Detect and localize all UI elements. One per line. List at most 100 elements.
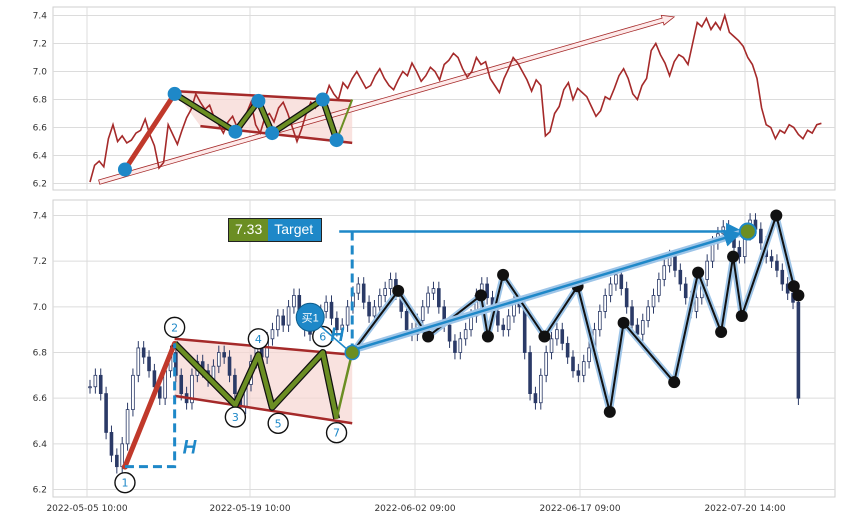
candle-body — [544, 352, 548, 376]
candle-body — [372, 306, 377, 317]
candle-y-ticks: 6.2 6.4 6.6 6.8 7.0 7.2 7.4 — [33, 212, 48, 496]
candle-body — [683, 283, 688, 299]
candle-body — [270, 329, 275, 340]
candle-body — [88, 386, 92, 389]
candle-pattern: 1 2 3 4 5 6 7 — [114, 316, 354, 494]
height-label-right: H — [330, 325, 345, 346]
zigzag-point — [792, 289, 805, 302]
candle-body — [125, 409, 130, 445]
overview-y-tick-label: 7.4 — [33, 12, 48, 22]
candle-body — [383, 288, 387, 296]
candle-y-tick-label: 7.0 — [33, 303, 48, 313]
candle-body — [678, 269, 683, 285]
candle-body — [335, 317, 339, 331]
zigzag-point — [603, 405, 616, 418]
candle-body — [345, 306, 350, 326]
candle-body — [769, 256, 774, 262]
pattern-point-marker — [114, 471, 136, 494]
candle-body — [222, 352, 226, 358]
overview-y-tick-label: 6.6 — [33, 124, 48, 134]
zigzag-point — [475, 289, 487, 302]
overview-pattern-point — [329, 133, 344, 148]
candle-body — [131, 374, 135, 410]
overview-panel: 6.2 6.4 6.6 6.8 7.0 7.2 7.4 — [33, 6, 836, 191]
candle-body — [533, 393, 538, 404]
candle-body — [565, 342, 570, 358]
pattern-point-marker — [224, 406, 247, 428]
pattern-point-label: 4 — [255, 333, 262, 346]
candle-body — [759, 228, 763, 244]
candle-body — [458, 338, 463, 353]
candle-body — [227, 356, 232, 376]
overview-pattern — [117, 86, 354, 177]
candle-body — [780, 269, 785, 285]
target-badge: 7.33 Target — [228, 218, 323, 242]
overview-y-tick-label: 7.0 — [33, 68, 48, 78]
candle-body — [276, 315, 280, 331]
candle-body — [635, 324, 640, 335]
overview-y-ticks: 6.2 6.4 6.6 6.8 7.0 7.2 7.4 — [33, 12, 48, 190]
pattern-point-label: 6 — [319, 331, 326, 344]
candle-body — [377, 295, 382, 308]
candle-body — [281, 315, 285, 326]
overview-pattern-point — [117, 162, 132, 177]
overview-pattern-point — [228, 124, 243, 139]
overview-pattern-zigzag — [173, 92, 339, 141]
pattern-point-label: 7 — [333, 427, 340, 440]
zigzag-point — [538, 330, 551, 343]
target-point-dot — [738, 222, 757, 241]
candle-body — [420, 306, 425, 321]
zigzag-point — [497, 268, 510, 281]
overview-pattern-point — [251, 93, 266, 108]
x-tick-label: 2022-05-05 10:00 — [46, 504, 127, 514]
overview-y-tick-label: 6.2 — [33, 180, 47, 190]
target-value: 7.33 — [229, 219, 269, 241]
zigzag-point — [617, 316, 630, 329]
target-diagonal-arrow — [351, 229, 742, 352]
candle-body — [630, 306, 634, 326]
candle-body — [120, 443, 125, 468]
overview-trend-arrow-shape — [98, 14, 676, 185]
candle-body — [388, 279, 393, 289]
candle-body — [603, 295, 607, 312]
x-axis-ticks: 2022-05-05 10:00 2022-05-19 10:00 2022-06-… — [46, 504, 785, 514]
candle-body — [608, 283, 613, 296]
candle-body — [286, 306, 291, 326]
candle-body — [292, 295, 296, 308]
candle-body — [646, 306, 650, 321]
candle-body — [104, 393, 108, 433]
candle-body — [329, 301, 334, 319]
zigzag-point — [735, 309, 748, 322]
candle-body — [796, 301, 801, 399]
candle-y-tick-label: 6.6 — [33, 394, 48, 404]
candle-body — [694, 297, 699, 312]
candle-body — [147, 356, 151, 372]
candle-body — [651, 295, 656, 308]
overview-pattern-point — [315, 92, 330, 107]
candle-body — [98, 374, 103, 395]
overview-price-line — [89, 12, 822, 183]
candle-body — [426, 292, 430, 308]
candle-y-tick-label: 6.4 — [33, 440, 48, 450]
candle-body — [624, 288, 629, 308]
candle-body — [190, 374, 194, 404]
x-tick-label: 2022-06-17 09:00 — [539, 504, 620, 514]
overview-pattern-leg-up — [122, 91, 178, 172]
candle-body — [453, 340, 457, 353]
pattern-point-marker — [247, 328, 270, 350]
candle-body — [528, 352, 532, 394]
candle-body — [93, 374, 98, 388]
overview-pattern-point — [167, 86, 182, 101]
candle-body — [732, 237, 736, 248]
candle-body — [324, 301, 328, 312]
candle-y-tick-label: 6.2 — [33, 486, 47, 496]
candle-body — [581, 361, 586, 376]
candle-body — [640, 320, 645, 335]
zigzag-point — [715, 325, 728, 338]
height-label-left: H — [183, 438, 198, 459]
zigzag-point — [727, 250, 740, 263]
candle-body — [141, 347, 146, 358]
candle-annotations: H H 买1 — [124, 222, 757, 469]
candle-body — [587, 347, 591, 363]
